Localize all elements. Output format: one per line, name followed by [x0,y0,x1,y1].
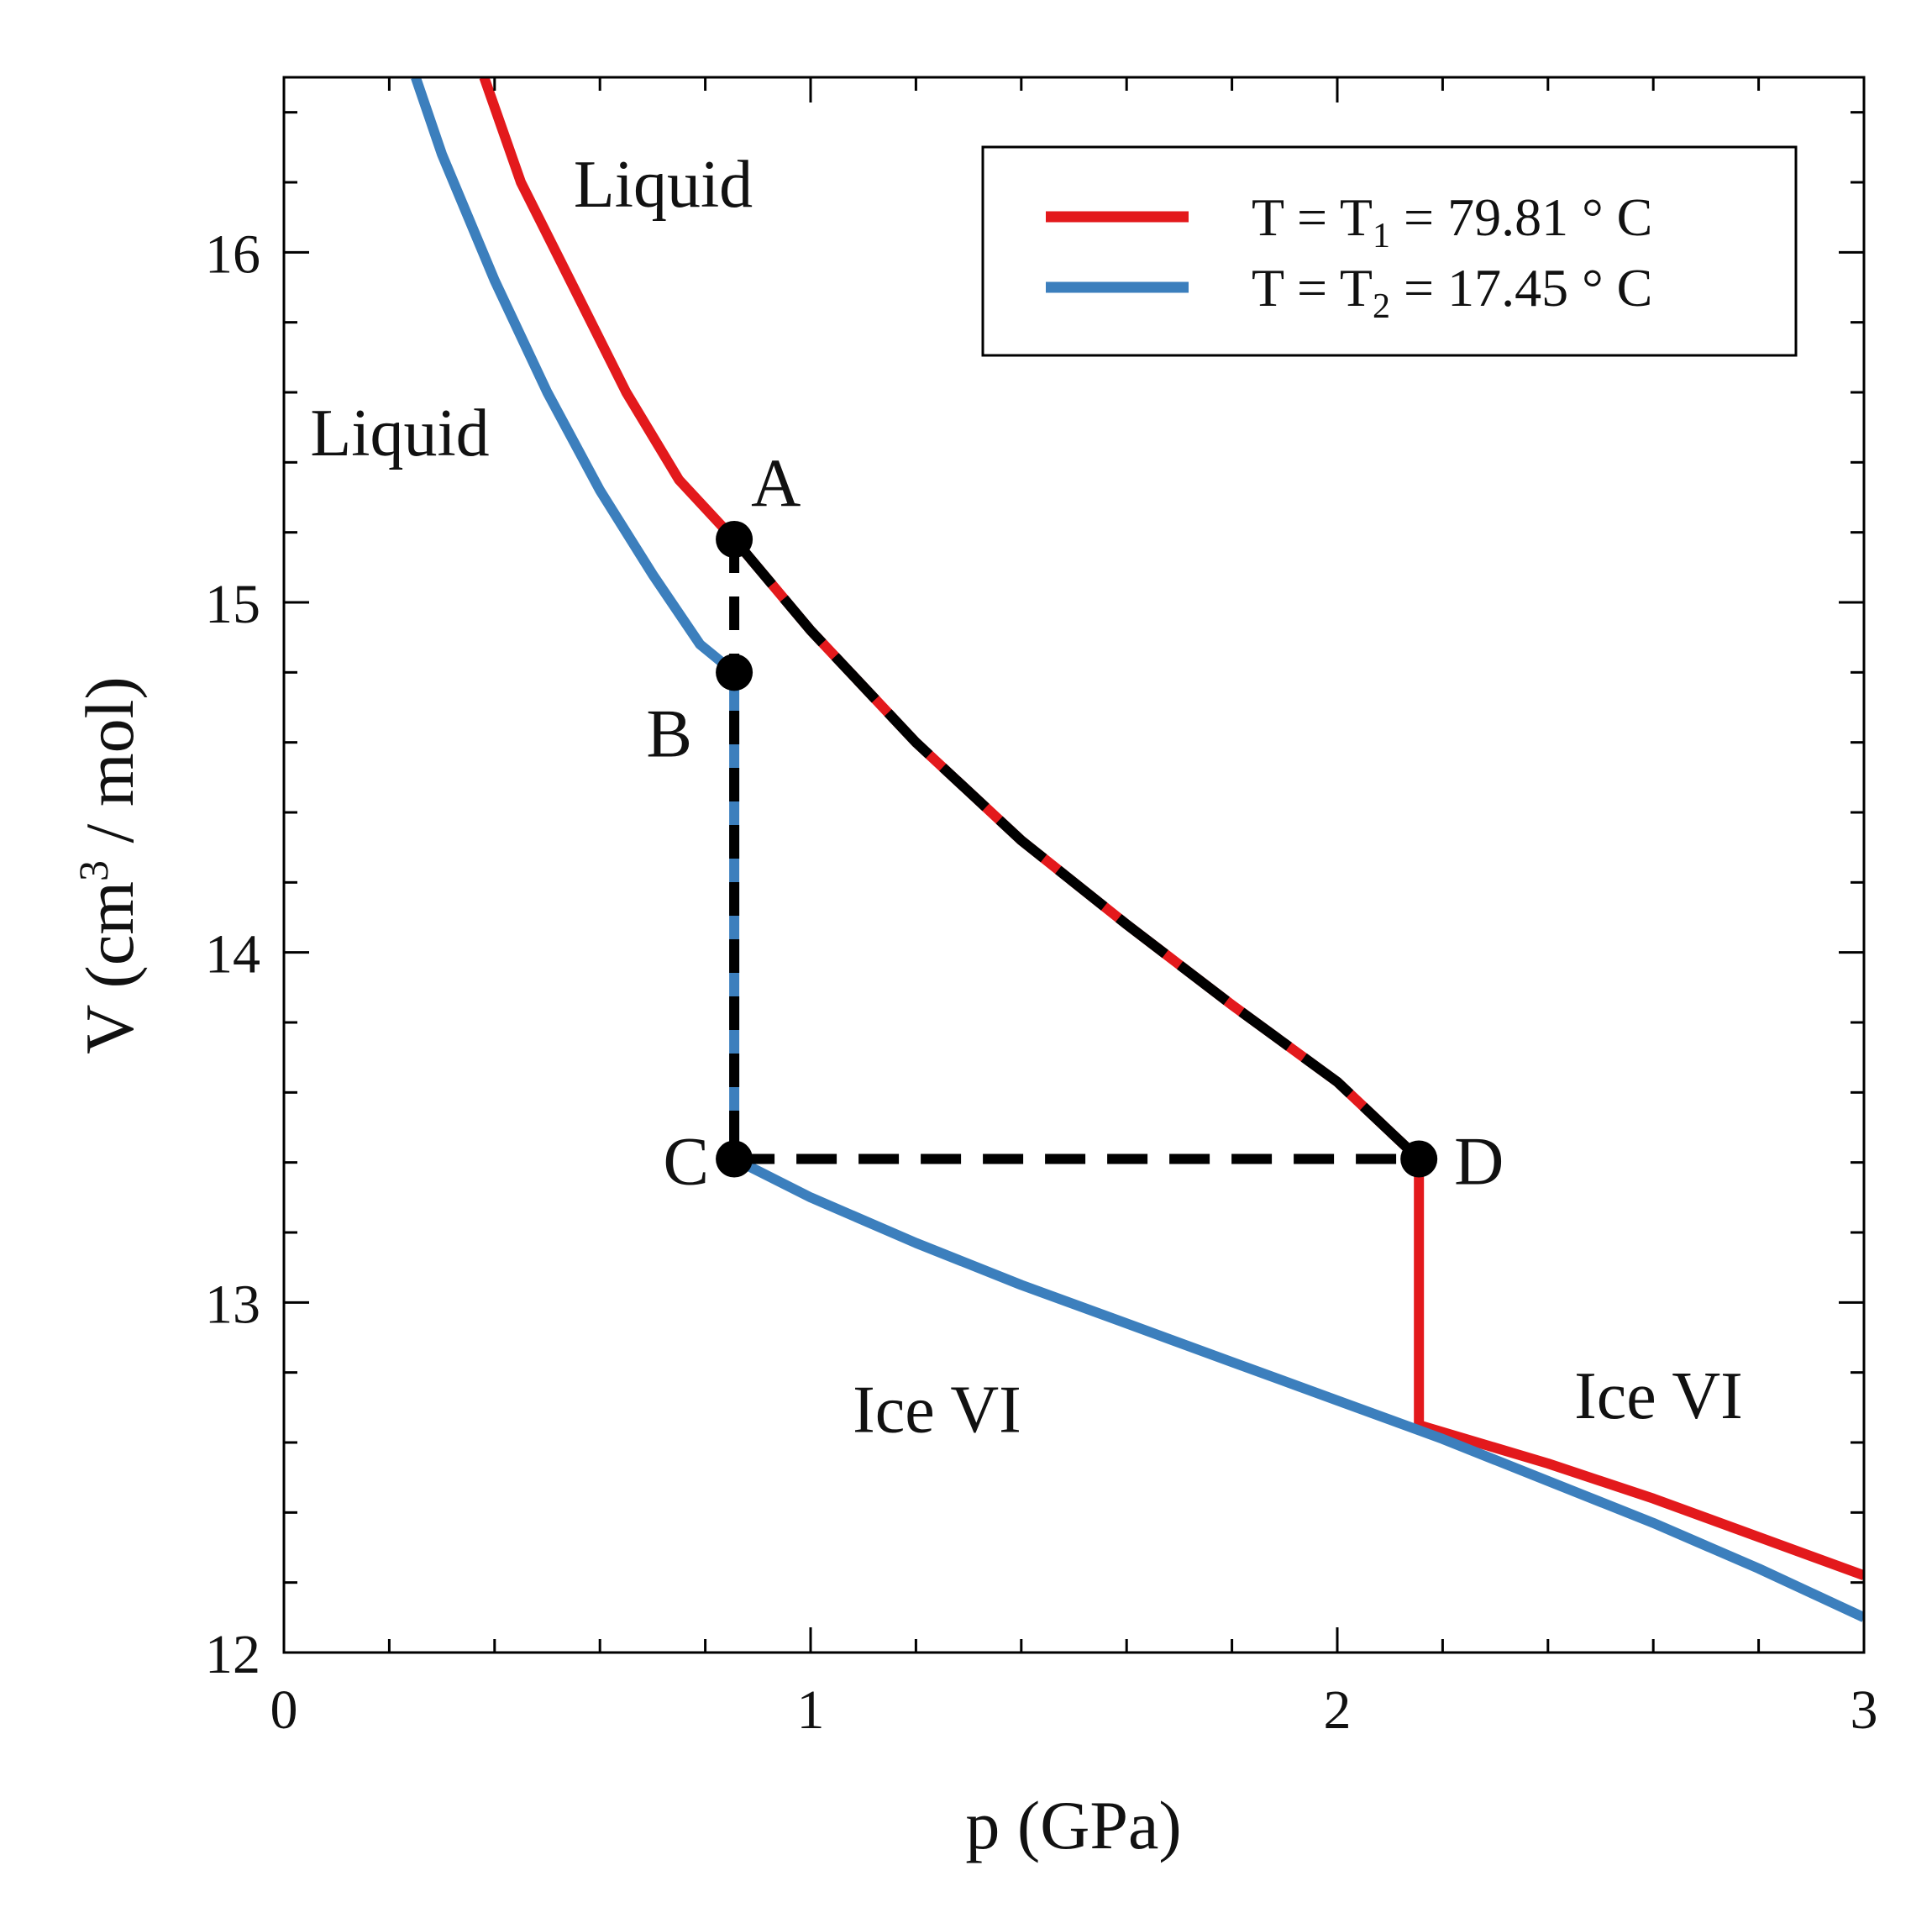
region-label: Ice VI [853,1374,1021,1448]
legend-t2-pre: T = T [1252,258,1373,318]
legend-label-t1: T = T1 = 79.81 ° C [1252,187,1652,255]
point-c-label: C [663,1123,709,1200]
x-tick-label: 1 [797,1679,825,1741]
region-label: Ice VI [1574,1359,1743,1433]
y-axis-title-sup: 3 [70,860,117,881]
legend: T = T1 = 79.81 ° C T = T2 = 17.45 ° C [981,145,1798,357]
cycle-path-a-d [730,536,1423,1163]
point-b-label: B [646,695,692,771]
x-axis-title: p (GPa) [965,1787,1181,1863]
legend-t1-sub: 1 [1373,217,1390,255]
x-tick-label: 0 [270,1679,298,1741]
x-tick-label: 2 [1324,1679,1352,1741]
point-b-marker [716,654,753,691]
y-tick-label: 16 [205,223,260,285]
legend-label-t2: T = T2 = 17.45 ° C [1252,258,1652,326]
y-tick-label: 14 [205,924,260,985]
y-tick-label: 15 [205,574,260,635]
series-2-line-segment-3 [732,1154,1864,1622]
region-annotations: Liquid Liquid Ice VI Ice VI [310,148,1742,1447]
series-2-line-segment-1 [411,77,738,676]
legend-t2-post: = 17.45 ° C [1390,258,1652,318]
region-label: Liquid [310,397,489,470]
legend-t2-sub: 2 [1373,287,1390,326]
x-tick-label: 3 [1851,1679,1878,1741]
series-1-line-segment-3 [1417,1420,1864,1580]
region-label: Liquid [574,148,753,222]
legend-t1-pre: T = T [1252,187,1373,247]
y-axis-title: V (cm3 / mol) [70,676,148,1054]
state-points: A B C D [646,444,1504,1200]
legend-box [981,145,1798,357]
y-tick-label: 12 [205,1624,260,1685]
legend-t1-post: = 79.81 ° C [1390,187,1652,247]
y-axis-title-prefix: V (cm [71,881,148,1054]
y-tick-label: 13 [205,1274,260,1335]
point-a-marker [716,521,753,558]
point-a-label: A [751,444,801,521]
point-d-label: D [1454,1123,1504,1200]
point-c-marker [716,1140,753,1178]
plot-frame [282,76,1866,1654]
y-axis-title-suffix: / mol) [71,676,148,860]
point-d-marker [1400,1140,1438,1178]
plot-area [411,77,1864,1622]
